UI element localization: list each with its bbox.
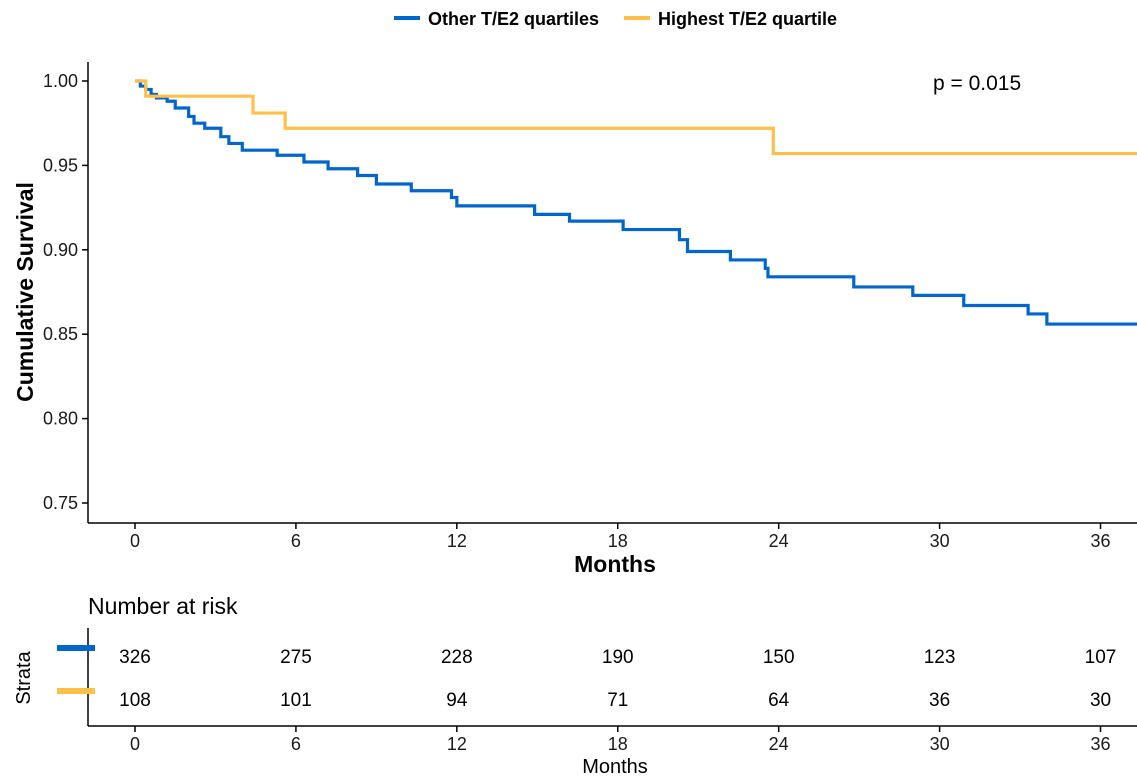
- series-line-other: [135, 79, 1137, 326]
- x-tick-label: 30: [930, 531, 950, 551]
- x-tick-label: 12: [447, 531, 467, 551]
- legend-label-other: Other T/E2 quartiles: [428, 9, 599, 29]
- legend: Other T/E2 quartiles Highest T/E2 quarti…: [394, 9, 837, 29]
- x-ticks: 0 6 12 18 24 30 36: [130, 523, 1111, 551]
- main-plot: 0.75 0.80 0.85 0.90 0.95 1.00 0 6 12 18 24 30 36 p …: [12, 62, 1137, 577]
- x-tick-label: 18: [608, 531, 628, 551]
- risk-count-highest: 71: [607, 690, 628, 711]
- y-tick-label: 1.00: [43, 71, 78, 91]
- risk-count-highest: 64: [768, 690, 790, 711]
- y-tick-label: 0.75: [43, 493, 78, 513]
- y-tick-label: 0.85: [43, 324, 78, 344]
- risk-count-other: 228: [441, 647, 473, 668]
- y-tick-label: 0.80: [43, 409, 78, 429]
- risk-count-other: 150: [763, 647, 795, 668]
- risk-y-axis-title: Strata: [13, 650, 35, 704]
- x-axis-title: Months: [574, 551, 656, 577]
- risk-count-other: 275: [280, 647, 312, 668]
- risk-x-tick-label: 0: [130, 734, 140, 754]
- risk-count-other: 107: [1085, 647, 1117, 668]
- x-tick-label: 24: [769, 531, 789, 551]
- risk-x-tick-label: 12: [447, 734, 467, 754]
- risk-x-ticks: 0 6 12 18 24 30 36: [130, 726, 1111, 754]
- risk-count-highest: 108: [119, 690, 151, 711]
- risk-count-other: 190: [602, 647, 634, 668]
- x-tick-label: 6: [291, 531, 301, 551]
- y-tick-label: 0.95: [43, 155, 78, 175]
- risk-count-highest: 30: [1090, 690, 1111, 711]
- risk-count-other: 123: [924, 647, 956, 668]
- legend-label-highest: Highest T/E2 quartile: [658, 9, 837, 29]
- risk-x-tick-label: 30: [930, 734, 950, 754]
- series-lines: [135, 79, 1137, 326]
- risk-table: Number at risk 326 275 228 190 150 123 107 108 1…: [13, 593, 1137, 776]
- risk-x-tick-label: 24: [769, 734, 789, 754]
- risk-x-tick-label: 18: [608, 734, 628, 754]
- risk-x-tick-label: 6: [291, 734, 301, 754]
- risk-x-tick-label: 36: [1091, 734, 1111, 754]
- x-tick-label: 0: [130, 531, 140, 551]
- risk-x-axis-title: Months: [582, 756, 648, 776]
- risk-count-highest: 94: [446, 690, 468, 711]
- risk-table-title: Number at risk: [88, 593, 238, 619]
- y-tick-label: 0.90: [43, 240, 78, 260]
- risk-count-highest: 36: [929, 690, 950, 711]
- risk-count-other: 326: [119, 647, 151, 668]
- risk-numbers: 326 275 228 190 150 123 107 108 101 94 71 64 36 30: [119, 647, 1116, 711]
- y-axis-title: Cumulative Survival: [12, 182, 38, 402]
- risk-count-highest: 101: [280, 690, 312, 711]
- p-value-annotation: p = 0.015: [933, 72, 1021, 95]
- series-line-highest: [135, 79, 1137, 156]
- y-ticks: 0.75 0.80 0.85 0.90 0.95 1.00: [43, 71, 88, 513]
- x-tick-label: 36: [1091, 531, 1111, 551]
